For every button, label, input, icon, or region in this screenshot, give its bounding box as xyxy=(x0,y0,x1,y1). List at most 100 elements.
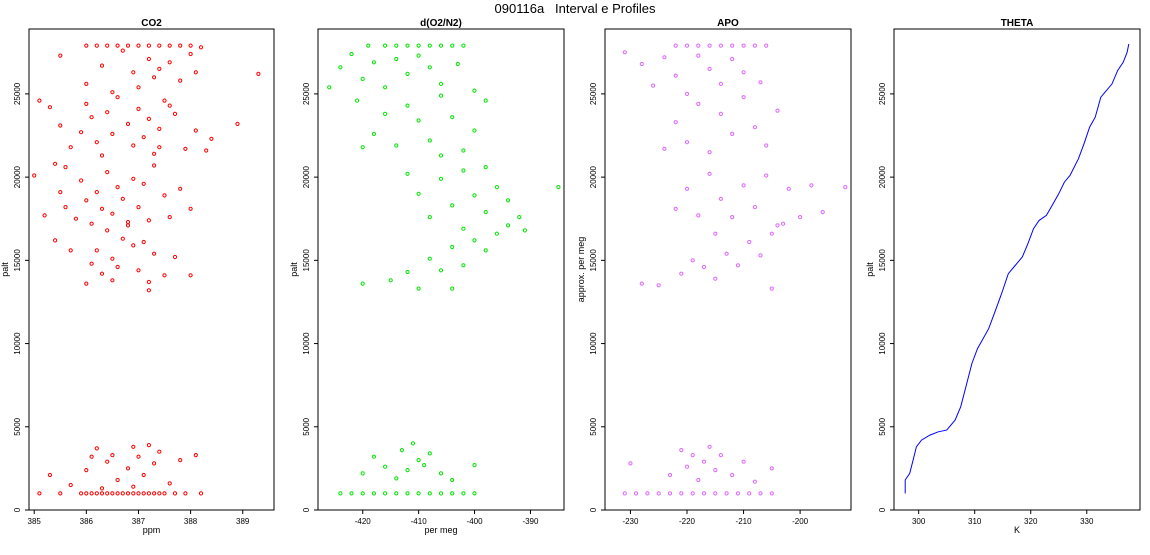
data-point xyxy=(388,278,393,283)
x-tick-label: -210 xyxy=(736,517,753,526)
data-point xyxy=(110,491,115,496)
data-point xyxy=(416,53,421,58)
data-point xyxy=(713,231,718,236)
data-point xyxy=(718,81,724,87)
data-point xyxy=(764,173,769,178)
y-tick-label: 25000 xyxy=(878,82,887,105)
data-point xyxy=(438,176,444,181)
x-tick-label: -230 xyxy=(622,517,639,526)
data-point xyxy=(63,165,68,170)
data-point xyxy=(94,446,99,451)
y-tick-label: 0 xyxy=(13,507,22,512)
data-point xyxy=(42,213,47,218)
data-point xyxy=(634,491,639,496)
data-point xyxy=(338,491,343,496)
x-tick-label: 388 xyxy=(184,517,198,526)
data-point xyxy=(110,453,115,458)
data-point xyxy=(735,263,741,268)
data-point xyxy=(394,56,399,62)
data-point xyxy=(718,43,724,48)
data-point xyxy=(136,85,141,90)
y-tick-label: 25000 xyxy=(302,82,311,105)
data-point xyxy=(162,98,167,103)
data-point xyxy=(94,43,99,48)
data-point xyxy=(438,93,444,98)
data-point xyxy=(667,491,673,496)
data-point xyxy=(94,491,99,496)
data-point xyxy=(73,216,79,221)
y-tick-label: 20000 xyxy=(589,165,598,188)
data-point xyxy=(152,251,157,256)
data-point xyxy=(125,43,131,48)
data-point xyxy=(198,491,204,496)
data-point xyxy=(741,459,746,464)
data-point xyxy=(416,491,421,496)
data-point xyxy=(741,95,746,100)
data-point xyxy=(506,198,511,203)
y-tick-label: 0 xyxy=(589,507,598,512)
y-tick-label: 0 xyxy=(878,507,887,512)
data-point xyxy=(157,145,162,150)
data-point xyxy=(152,461,157,466)
data-point xyxy=(256,71,261,77)
data-point xyxy=(47,105,53,110)
data-point xyxy=(53,161,58,166)
data-point xyxy=(152,491,157,496)
data-point xyxy=(141,239,146,245)
y-tick-label: 15000 xyxy=(589,249,598,272)
data-point xyxy=(438,43,444,48)
y-tick-label: 20000 xyxy=(13,165,22,188)
data-point xyxy=(673,73,678,78)
data-point xyxy=(79,178,84,183)
data-point xyxy=(394,143,399,148)
y-tick-label: 10000 xyxy=(878,332,887,355)
data-point xyxy=(94,248,99,253)
data-point xyxy=(405,468,410,473)
data-point xyxy=(461,226,466,231)
plot-frame xyxy=(893,28,1141,511)
data-point xyxy=(809,183,814,188)
data-point xyxy=(383,85,388,90)
data-point xyxy=(690,453,695,458)
y-tick-label: 20000 xyxy=(878,165,887,188)
data-point xyxy=(188,273,193,278)
data-point xyxy=(105,43,110,48)
data-point xyxy=(405,269,410,275)
data-point xyxy=(198,45,204,50)
data-point xyxy=(405,43,410,48)
data-point xyxy=(131,491,136,496)
data-point xyxy=(105,228,110,233)
data-point xyxy=(136,106,141,112)
x-tick-label: -420 xyxy=(355,517,372,526)
data-point xyxy=(84,198,89,203)
data-point xyxy=(696,477,701,483)
data-point xyxy=(427,43,432,48)
data-point xyxy=(758,80,763,85)
data-point xyxy=(162,193,167,198)
data-point xyxy=(136,491,141,496)
data-point xyxy=(775,108,780,113)
data-point xyxy=(120,491,125,496)
data-point xyxy=(136,205,141,210)
data-point xyxy=(764,43,769,48)
data-point xyxy=(673,206,678,211)
data-point xyxy=(416,286,421,291)
data-point xyxy=(438,153,444,158)
data-point xyxy=(167,481,172,486)
data-point xyxy=(141,472,146,478)
data-point xyxy=(747,491,752,496)
data-point xyxy=(115,477,120,483)
chart-title: CO2 xyxy=(141,18,162,29)
data-point xyxy=(786,186,791,191)
data-point xyxy=(730,131,735,136)
data-point xyxy=(360,76,365,82)
data-point xyxy=(701,264,707,270)
data-point xyxy=(167,215,172,220)
data-point xyxy=(105,110,110,115)
data-point xyxy=(125,491,131,496)
y-tick-label: 10000 xyxy=(589,332,598,355)
data-point xyxy=(37,98,42,103)
data-point xyxy=(167,103,172,108)
data-point xyxy=(696,53,701,58)
data-point xyxy=(758,253,763,258)
